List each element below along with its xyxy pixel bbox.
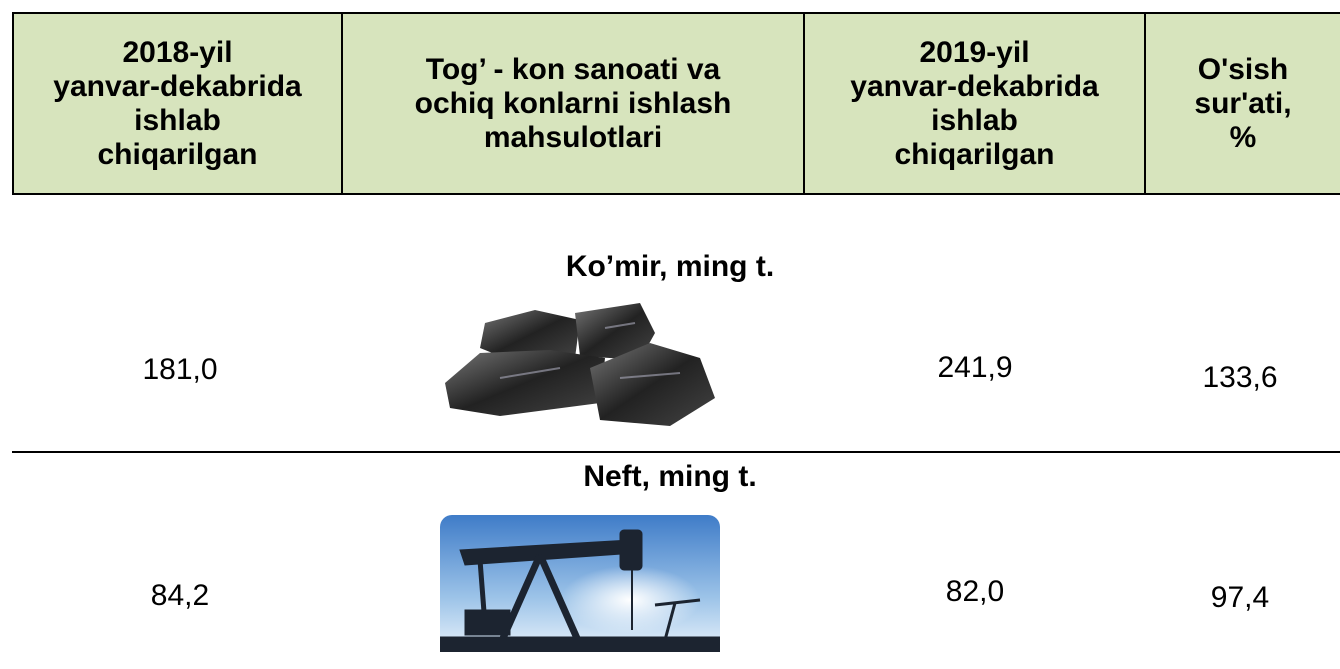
header-line: ishlab — [134, 103, 221, 137]
header-line: mahsulotlari — [483, 120, 663, 154]
cell: 181,0 — [142, 353, 218, 386]
header-line: 2019-yil — [919, 35, 1030, 69]
header-cell: 2019-yil yanvar-dekabrida ishlab chiqari… — [805, 12, 1146, 195]
cell: 241,9 — [937, 351, 1013, 384]
header-line: 2018-yil — [122, 35, 233, 69]
header-line: yanvar-dekabrida — [53, 69, 302, 103]
header-line: Tog’ - kon sanoati va — [425, 52, 721, 86]
divider — [12, 451, 1340, 453]
header-line: ochiq konlarni ishlash — [414, 86, 732, 120]
cell: 133,6 — [1202, 361, 1278, 394]
header-line: chiqarilgan — [97, 137, 258, 171]
cell: 97,4 — [1210, 581, 1270, 614]
cell: 82,0 — [945, 575, 1005, 608]
header-line: sur'ati, — [1194, 86, 1292, 120]
header-line: ishlab — [931, 103, 1018, 137]
cell: 84,2 — [150, 579, 210, 612]
header-cell: O'sish sur'ati, % — [1146, 12, 1340, 195]
header-line: O'sish — [1197, 52, 1289, 86]
header-cell: 2018-yil yanvar-dekabrida ishlab chiqari… — [12, 12, 343, 195]
coal-image — [445, 303, 715, 426]
header-line: yanvar-dekabrida — [850, 69, 1099, 103]
header-line: % — [1229, 120, 1257, 154]
section-title: Ko’mir, ming t. — [565, 250, 775, 283]
header-cell: Tog’ - kon sanoati va ochiq konlarni ish… — [343, 12, 805, 195]
oil-pump-image — [440, 515, 720, 652]
section-title: Neft, ming t. — [583, 460, 757, 493]
header-line: chiqarilgan — [894, 137, 1055, 171]
